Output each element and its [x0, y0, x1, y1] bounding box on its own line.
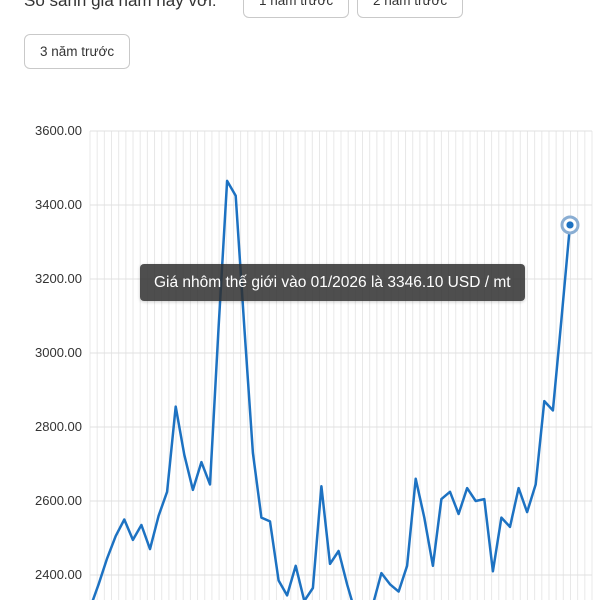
y-axis-label: 3600.00 — [35, 123, 82, 138]
y-axis-label: 2800.00 — [35, 419, 82, 434]
y-axis-label: 3400.00 — [35, 197, 82, 212]
highlight-marker-dot — [566, 221, 574, 229]
chart-tooltip: Giá nhôm thế giới vào 01/2026 là 3346.10… — [140, 264, 525, 301]
compare-button-1-year[interactable]: 1 năm trước — [243, 0, 350, 18]
compare-button-3-years[interactable]: 3 năm trước — [24, 34, 131, 69]
compare-button-2-years[interactable]: 2 năm trước — [357, 0, 464, 18]
compare-label: So sánh giá năm nay với: — [24, 0, 217, 10]
y-axis-label: 3000.00 — [35, 345, 82, 360]
y-axis-label: 2600.00 — [35, 493, 82, 508]
y-axis-label: 3200.00 — [35, 271, 82, 286]
y-axis-label: 2400.00 — [35, 567, 82, 582]
price-line — [91, 179, 572, 600]
